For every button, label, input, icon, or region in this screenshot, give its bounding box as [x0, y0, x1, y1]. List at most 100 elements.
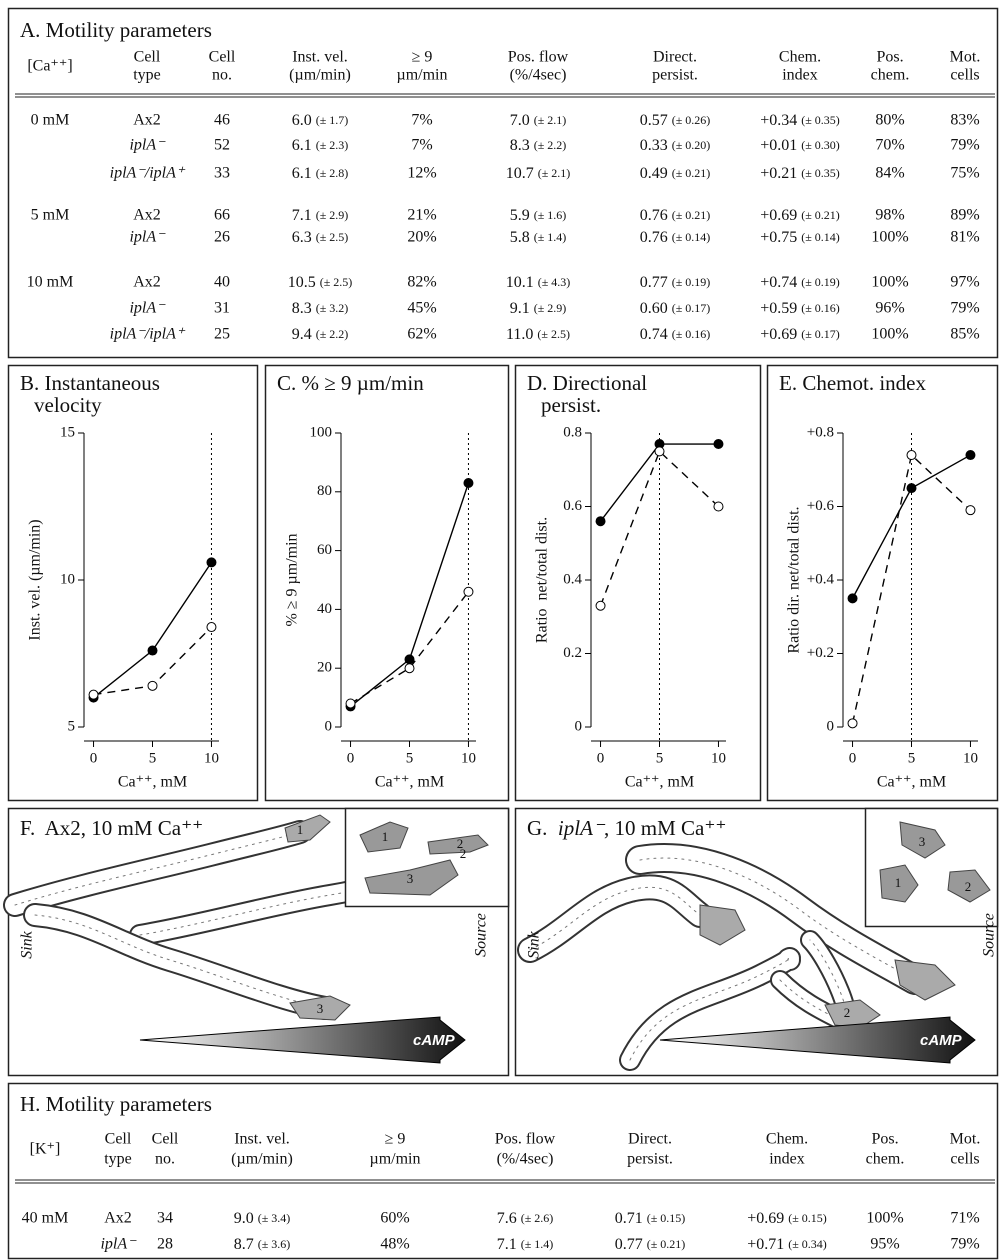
x-tick-label: 5 — [406, 750, 414, 766]
table-cell: +0.75 (± 0.14) — [760, 229, 840, 246]
cell-deviation: (± 2.5) — [320, 275, 353, 289]
table-cell: 6.0 (± 1.7) — [292, 112, 349, 129]
cell-value: +0.69 — [747, 1210, 784, 1227]
panel-frame — [766, 364, 999, 802]
table-cell: 7.1 (± 2.9) — [292, 207, 349, 224]
table-cell: 33 — [214, 165, 230, 182]
data-point — [595, 600, 606, 611]
x-tick-label: 0 — [597, 750, 605, 766]
y-tick-label: 0 — [575, 718, 583, 734]
cell-deviation: (± 2.9) — [316, 208, 349, 222]
panel-title: F. Ax2, 10 mM Ca⁺⁺ — [20, 816, 203, 840]
table-cell: 34 — [157, 1210, 173, 1227]
source-label: Source — [981, 913, 998, 957]
x-tick-label: 10 — [711, 750, 726, 766]
inset-label: 1 — [895, 875, 902, 890]
cell-deviation: (± 2.3) — [316, 138, 349, 152]
cell-deviation: (± 0.17) — [801, 327, 840, 341]
chart-title: D. Directional — [527, 371, 647, 395]
data-point — [206, 622, 217, 633]
table-cell: 5.8 (± 1.4) — [510, 229, 567, 246]
table-cell: 79% — [950, 137, 979, 154]
cell-value: +0.75 — [760, 229, 797, 246]
column-header: Direct. — [653, 49, 697, 66]
table-cell: 0.77 (± 0.21) — [615, 1236, 686, 1253]
table-cell: +0.01 (± 0.30) — [760, 137, 840, 154]
gradient-label: cAMP — [413, 1032, 456, 1049]
column-header: persist. — [627, 1151, 673, 1168]
table-cell: Ax2 — [133, 112, 161, 129]
table-cell: 75% — [950, 165, 979, 182]
chart-title: velocity — [34, 393, 102, 417]
cell-value: 0.49 — [640, 165, 668, 182]
cell-deviation: (± 0.20) — [672, 138, 711, 152]
table-cell: 0 mM — [31, 112, 70, 129]
y-tick-label: 0.8 — [563, 424, 582, 440]
column-header: Chem. — [779, 49, 821, 66]
table-cell: 9.0 (± 3.4) — [234, 1210, 291, 1227]
cell-deviation: (± 0.19) — [801, 275, 840, 289]
cell-deviation: (± 0.21) — [672, 208, 711, 222]
panel-frame — [514, 807, 999, 1077]
table-cell: 7% — [411, 137, 432, 154]
table-cell: 5.9 (± 1.6) — [510, 207, 567, 224]
data-point — [463, 477, 474, 488]
cell-deviation: (± 4.3) — [538, 275, 571, 289]
y-axis-label: Inst. vel. (µm/min) — [27, 519, 44, 640]
cell-value: 7.1 — [497, 1236, 517, 1253]
column-header: no. — [155, 1151, 175, 1168]
column-header: index — [769, 1151, 805, 1168]
y-tick-label: 60 — [317, 542, 332, 558]
cell-deviation: (± 1.6) — [534, 208, 567, 222]
column-header: chem. — [866, 1151, 905, 1168]
cell-value: +0.34 — [760, 112, 797, 129]
track-label: 2 — [844, 1005, 851, 1020]
cell-value: 7.1 — [292, 207, 312, 224]
y-tick-label: 20 — [317, 660, 332, 676]
cell-deviation: (± 0.35) — [801, 166, 840, 180]
table-cell: 31 — [214, 300, 230, 317]
gradient-label: cAMP — [920, 1032, 963, 1049]
data-point — [88, 689, 99, 700]
x-tick-label: 0 — [347, 750, 355, 766]
y-tick-label: 80 — [317, 483, 332, 499]
cell-deviation: (± 2.6) — [521, 1211, 554, 1225]
table-cell: 66 — [214, 207, 230, 224]
y-tick-label: 40 — [317, 601, 332, 617]
data-point — [595, 516, 606, 527]
column-header: Mot. — [950, 49, 981, 66]
table-cell: 40 — [214, 274, 230, 291]
table-cell: 100% — [871, 229, 908, 246]
table-cell: 0.49 (± 0.21) — [640, 165, 711, 182]
y-tick-label: +0.8 — [807, 424, 834, 440]
data-point — [147, 645, 158, 656]
table-cell: 12% — [407, 165, 436, 182]
column-header: chem. — [871, 67, 910, 84]
table-cell: +0.71 (± 0.34) — [747, 1236, 827, 1253]
column-header: [Ca⁺⁺] — [27, 58, 72, 75]
inset-label: 2 — [457, 836, 464, 851]
table-cell: 0.60 (± 0.17) — [640, 300, 711, 317]
inset-cells — [359, 821, 991, 903]
y-tick-label: 0.4 — [563, 571, 582, 587]
cell-deviation: (± 0.30) — [801, 138, 840, 152]
cell-deviation: (± 2.2) — [534, 138, 567, 152]
data-point — [713, 439, 724, 450]
cell-value: 9.1 — [510, 300, 530, 317]
table-cell: 6.3 (± 2.5) — [292, 229, 349, 246]
x-tick-label: 0 — [849, 750, 857, 766]
data-point — [654, 446, 665, 457]
table-cell: 100% — [871, 326, 908, 343]
table-cell: 0.33 (± 0.20) — [640, 137, 711, 154]
cell-value: 10.7 — [506, 165, 534, 182]
table-cell: 52 — [214, 137, 230, 154]
y-tick-label: 0.6 — [563, 498, 582, 514]
column-header: ≥ 9 — [412, 49, 433, 66]
cell-value: 0.60 — [640, 300, 668, 317]
cell-deviation: (± 3.6) — [258, 1237, 291, 1251]
table-cell: 6.1 (± 2.3) — [292, 137, 349, 154]
cell-value: 5.9 — [510, 207, 530, 224]
column-header: Cell — [134, 49, 161, 66]
column-header: (µm/min) — [231, 1151, 293, 1168]
data-point — [965, 450, 976, 461]
